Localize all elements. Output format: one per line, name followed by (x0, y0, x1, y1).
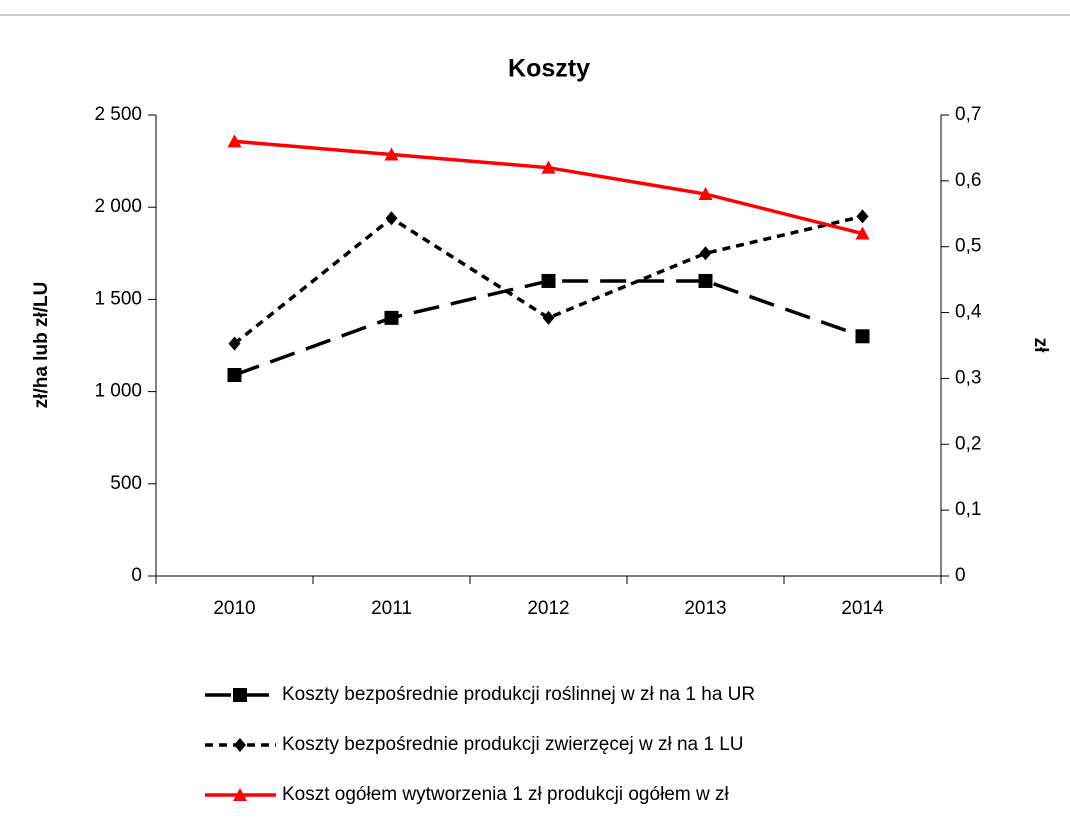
x-tick-label: 2010 (213, 598, 255, 619)
y2-tick-label: 0,4 (955, 302, 982, 323)
marker (233, 788, 247, 801)
chart-title: Koszty (508, 55, 590, 83)
y-tick-label: 1 500 (94, 288, 142, 309)
series-line (233, 279, 864, 377)
marker (384, 147, 399, 161)
y-tick-label: 500 (110, 473, 142, 494)
marker (541, 160, 556, 174)
y2-tick-label: 0,3 (955, 367, 981, 388)
series-line (233, 214, 863, 346)
marker (228, 336, 241, 351)
y2-tick-label: 0,6 (955, 170, 981, 191)
y2-tick-label: 0,1 (955, 499, 981, 520)
marker (855, 226, 870, 240)
marker (385, 211, 398, 226)
x-tick-label: 2012 (527, 598, 569, 619)
marker (698, 273, 713, 288)
x-tick-label: 2013 (684, 598, 726, 619)
marker (855, 329, 870, 344)
y-tick-label: 1 000 (94, 381, 142, 402)
y2-tick-label: 0,5 (955, 236, 981, 257)
legend-label: Koszty bezpośrednie produkcji zwierzęcej… (282, 734, 744, 755)
x-tick-label: 2011 (371, 598, 412, 619)
marker (698, 187, 713, 201)
marker (227, 134, 242, 148)
legend-label: Koszty bezpośrednie produkcji roślinnej … (282, 684, 755, 705)
marker (384, 310, 399, 325)
legend-label: Koszt ogółem wytworzenia 1 zł produkcji … (282, 784, 729, 805)
y2-axis-label: zł (1030, 338, 1051, 354)
marker (542, 310, 555, 325)
marker (856, 209, 869, 224)
marker (699, 246, 712, 261)
marker (541, 273, 556, 288)
y2-tick-label: 0,2 (955, 433, 981, 454)
marker (227, 368, 242, 383)
marker (234, 738, 246, 752)
series-line (234, 139, 863, 236)
y2-tick-label: 0 (955, 565, 966, 586)
y-axis-label: zł/ha lub zł/LU (31, 282, 52, 409)
y-tick-label: 0 (131, 565, 142, 586)
x-tick-label: 2014 (841, 598, 884, 619)
y-tick-label: 2 000 (94, 196, 142, 217)
y2-tick-label: 0,7 (955, 104, 981, 125)
marker (233, 688, 247, 702)
y-tick-label: 2 500 (94, 104, 142, 125)
